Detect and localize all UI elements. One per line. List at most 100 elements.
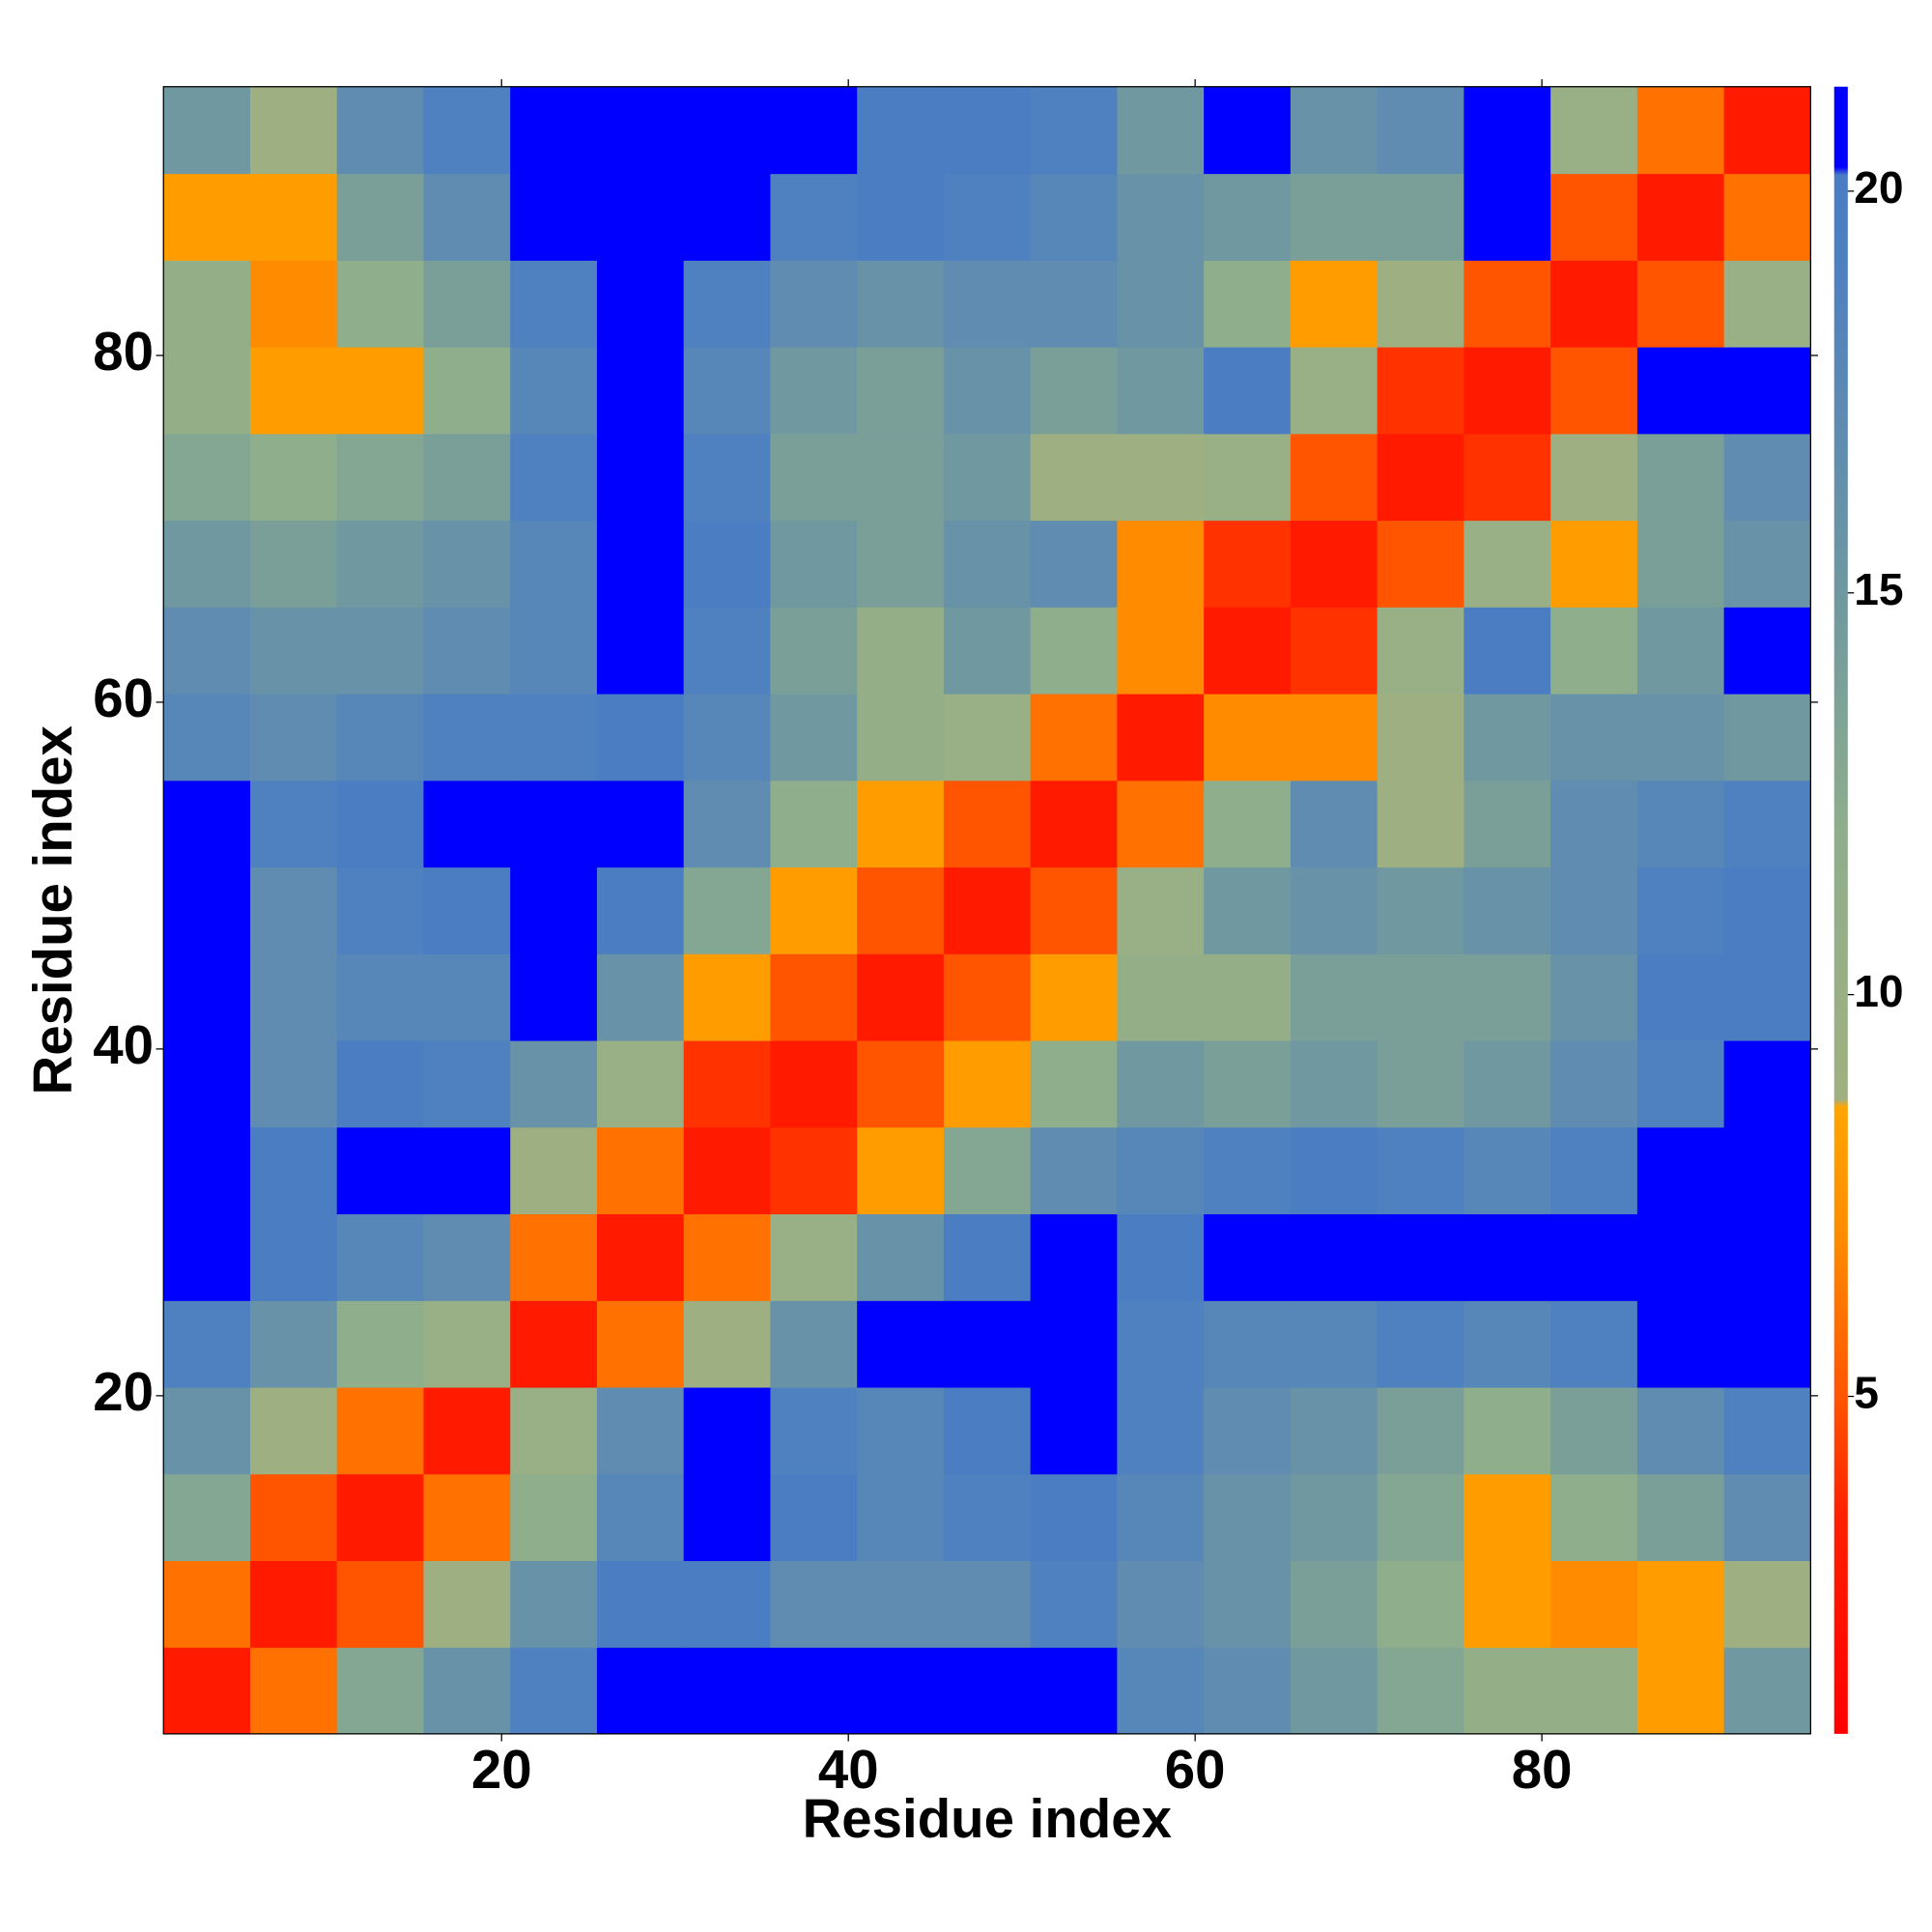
heatmap-cell [683, 1213, 772, 1301]
heatmap-cell [1117, 1126, 1205, 1215]
heatmap-cell [1377, 1560, 1465, 1648]
heatmap-cell [510, 1560, 598, 1648]
heatmap-cell [596, 1647, 685, 1735]
heatmap-cell [1204, 607, 1292, 695]
heatmap-cell [1204, 1647, 1292, 1735]
heatmap-cell [249, 1039, 338, 1128]
heatmap-cell [249, 260, 338, 348]
heatmap-cell [1117, 260, 1205, 348]
heatmap-cell [1204, 1473, 1292, 1562]
heatmap-cell [770, 520, 858, 608]
heatmap-cell [1463, 1039, 1551, 1128]
heatmap-cell [336, 867, 425, 954]
heatmap-cell [596, 867, 685, 954]
heatmap-cell [1377, 1386, 1465, 1475]
heatmap-cell [1290, 693, 1378, 781]
heatmap-cell [1550, 780, 1638, 868]
heatmap-cell [857, 260, 945, 348]
heatmap-cell [423, 1300, 511, 1388]
heatmap-cell [1204, 260, 1292, 348]
heatmap-cell [857, 1647, 945, 1735]
heatmap-cell [1377, 607, 1465, 695]
heatmap-cell [770, 173, 858, 261]
heatmap-cell [1636, 1213, 1725, 1301]
heatmap-cell [336, 346, 425, 435]
heatmap-cell [1636, 693, 1725, 781]
heatmap-cell [1290, 1560, 1378, 1648]
heatmap-cell [1030, 607, 1119, 695]
heatmap-cell [1204, 953, 1292, 1041]
heatmap-cell [943, 607, 1032, 695]
heatmap-cell [1377, 780, 1465, 868]
heatmap-cell [1290, 520, 1378, 608]
heatmap-cell [510, 867, 598, 954]
heatmap-cell [510, 1213, 598, 1301]
heatmap-cell [249, 173, 338, 261]
heatmap-cell [857, 1126, 945, 1215]
heatmap-cell [1636, 1473, 1725, 1562]
heatmap-cell [1550, 693, 1638, 781]
heatmap-cell [1030, 1300, 1119, 1388]
heatmap-cell [1550, 1126, 1638, 1215]
heatmap-cell [1723, 173, 1811, 261]
heatmap-cell [1723, 1560, 1811, 1648]
heatmap-cell [1204, 173, 1292, 261]
heatmap-cell [943, 953, 1032, 1041]
heatmap-cell [336, 607, 425, 695]
heatmap-cell [510, 1386, 598, 1475]
heatmap-cell [423, 953, 511, 1041]
heatmap-cell [1463, 1300, 1551, 1388]
heatmap-cell [1463, 693, 1551, 781]
heatmap-cell [336, 260, 425, 348]
heatmap-cell [1636, 1647, 1725, 1735]
heatmap-cell [1117, 1300, 1205, 1388]
heatmap-cell [1636, 1386, 1725, 1475]
heatmap-cell [857, 953, 945, 1041]
heatmap-cell [683, 953, 772, 1041]
heatmap-cell [1636, 86, 1725, 175]
heatmap-cell [163, 1647, 251, 1735]
heatmap-cell [1636, 433, 1725, 522]
heatmap-cell [683, 1560, 772, 1648]
heatmap-cell [943, 346, 1032, 435]
heatmap-cell [336, 1386, 425, 1475]
heatmap-cell [943, 520, 1032, 608]
heatmap-cell [1723, 607, 1811, 695]
heatmap-cell [683, 1386, 772, 1475]
heatmap-cell [1377, 693, 1465, 781]
y-tick-label: 60 [93, 668, 154, 728]
heatmap-cell [1463, 260, 1551, 348]
heatmap-cell [163, 1039, 251, 1128]
heatmap-cell [1117, 1473, 1205, 1562]
heatmap-cell [1290, 346, 1378, 435]
heatmap-cell [249, 1560, 338, 1648]
heatmap-cell [336, 953, 425, 1041]
heatmap-cell [1723, 1300, 1811, 1388]
heatmap-cell [163, 867, 251, 954]
heatmap-cell [510, 1039, 598, 1128]
heatmap-cell [510, 1647, 598, 1735]
heatmap-cell [1377, 173, 1465, 261]
heatmap-cell [1723, 86, 1811, 175]
y-tick-label: 80 [93, 321, 154, 382]
heatmap-cell [1463, 780, 1551, 868]
heatmap-cell [1204, 867, 1292, 954]
heatmap-cell [423, 260, 511, 348]
heatmap-cell [596, 260, 685, 348]
heatmap-cell [1204, 346, 1292, 435]
colorbar-tick-label: 5 [1854, 1368, 1879, 1418]
heatmap-cell [770, 867, 858, 954]
heatmap-cell [596, 1126, 685, 1215]
heatmap-cell [770, 1126, 858, 1215]
heatmap-cell [1204, 1126, 1292, 1215]
heatmap-cell [1463, 1213, 1551, 1301]
heatmap-cell [1463, 1386, 1551, 1475]
heatmap-cell [1117, 780, 1205, 868]
x-axis-label: Residue index [803, 1788, 1172, 1849]
heatmap-cell [770, 1039, 858, 1128]
heatmap-cell [249, 867, 338, 954]
heatmap-cell [943, 260, 1032, 348]
heatmap-cell [163, 607, 251, 695]
heatmap-cell [510, 1126, 598, 1215]
